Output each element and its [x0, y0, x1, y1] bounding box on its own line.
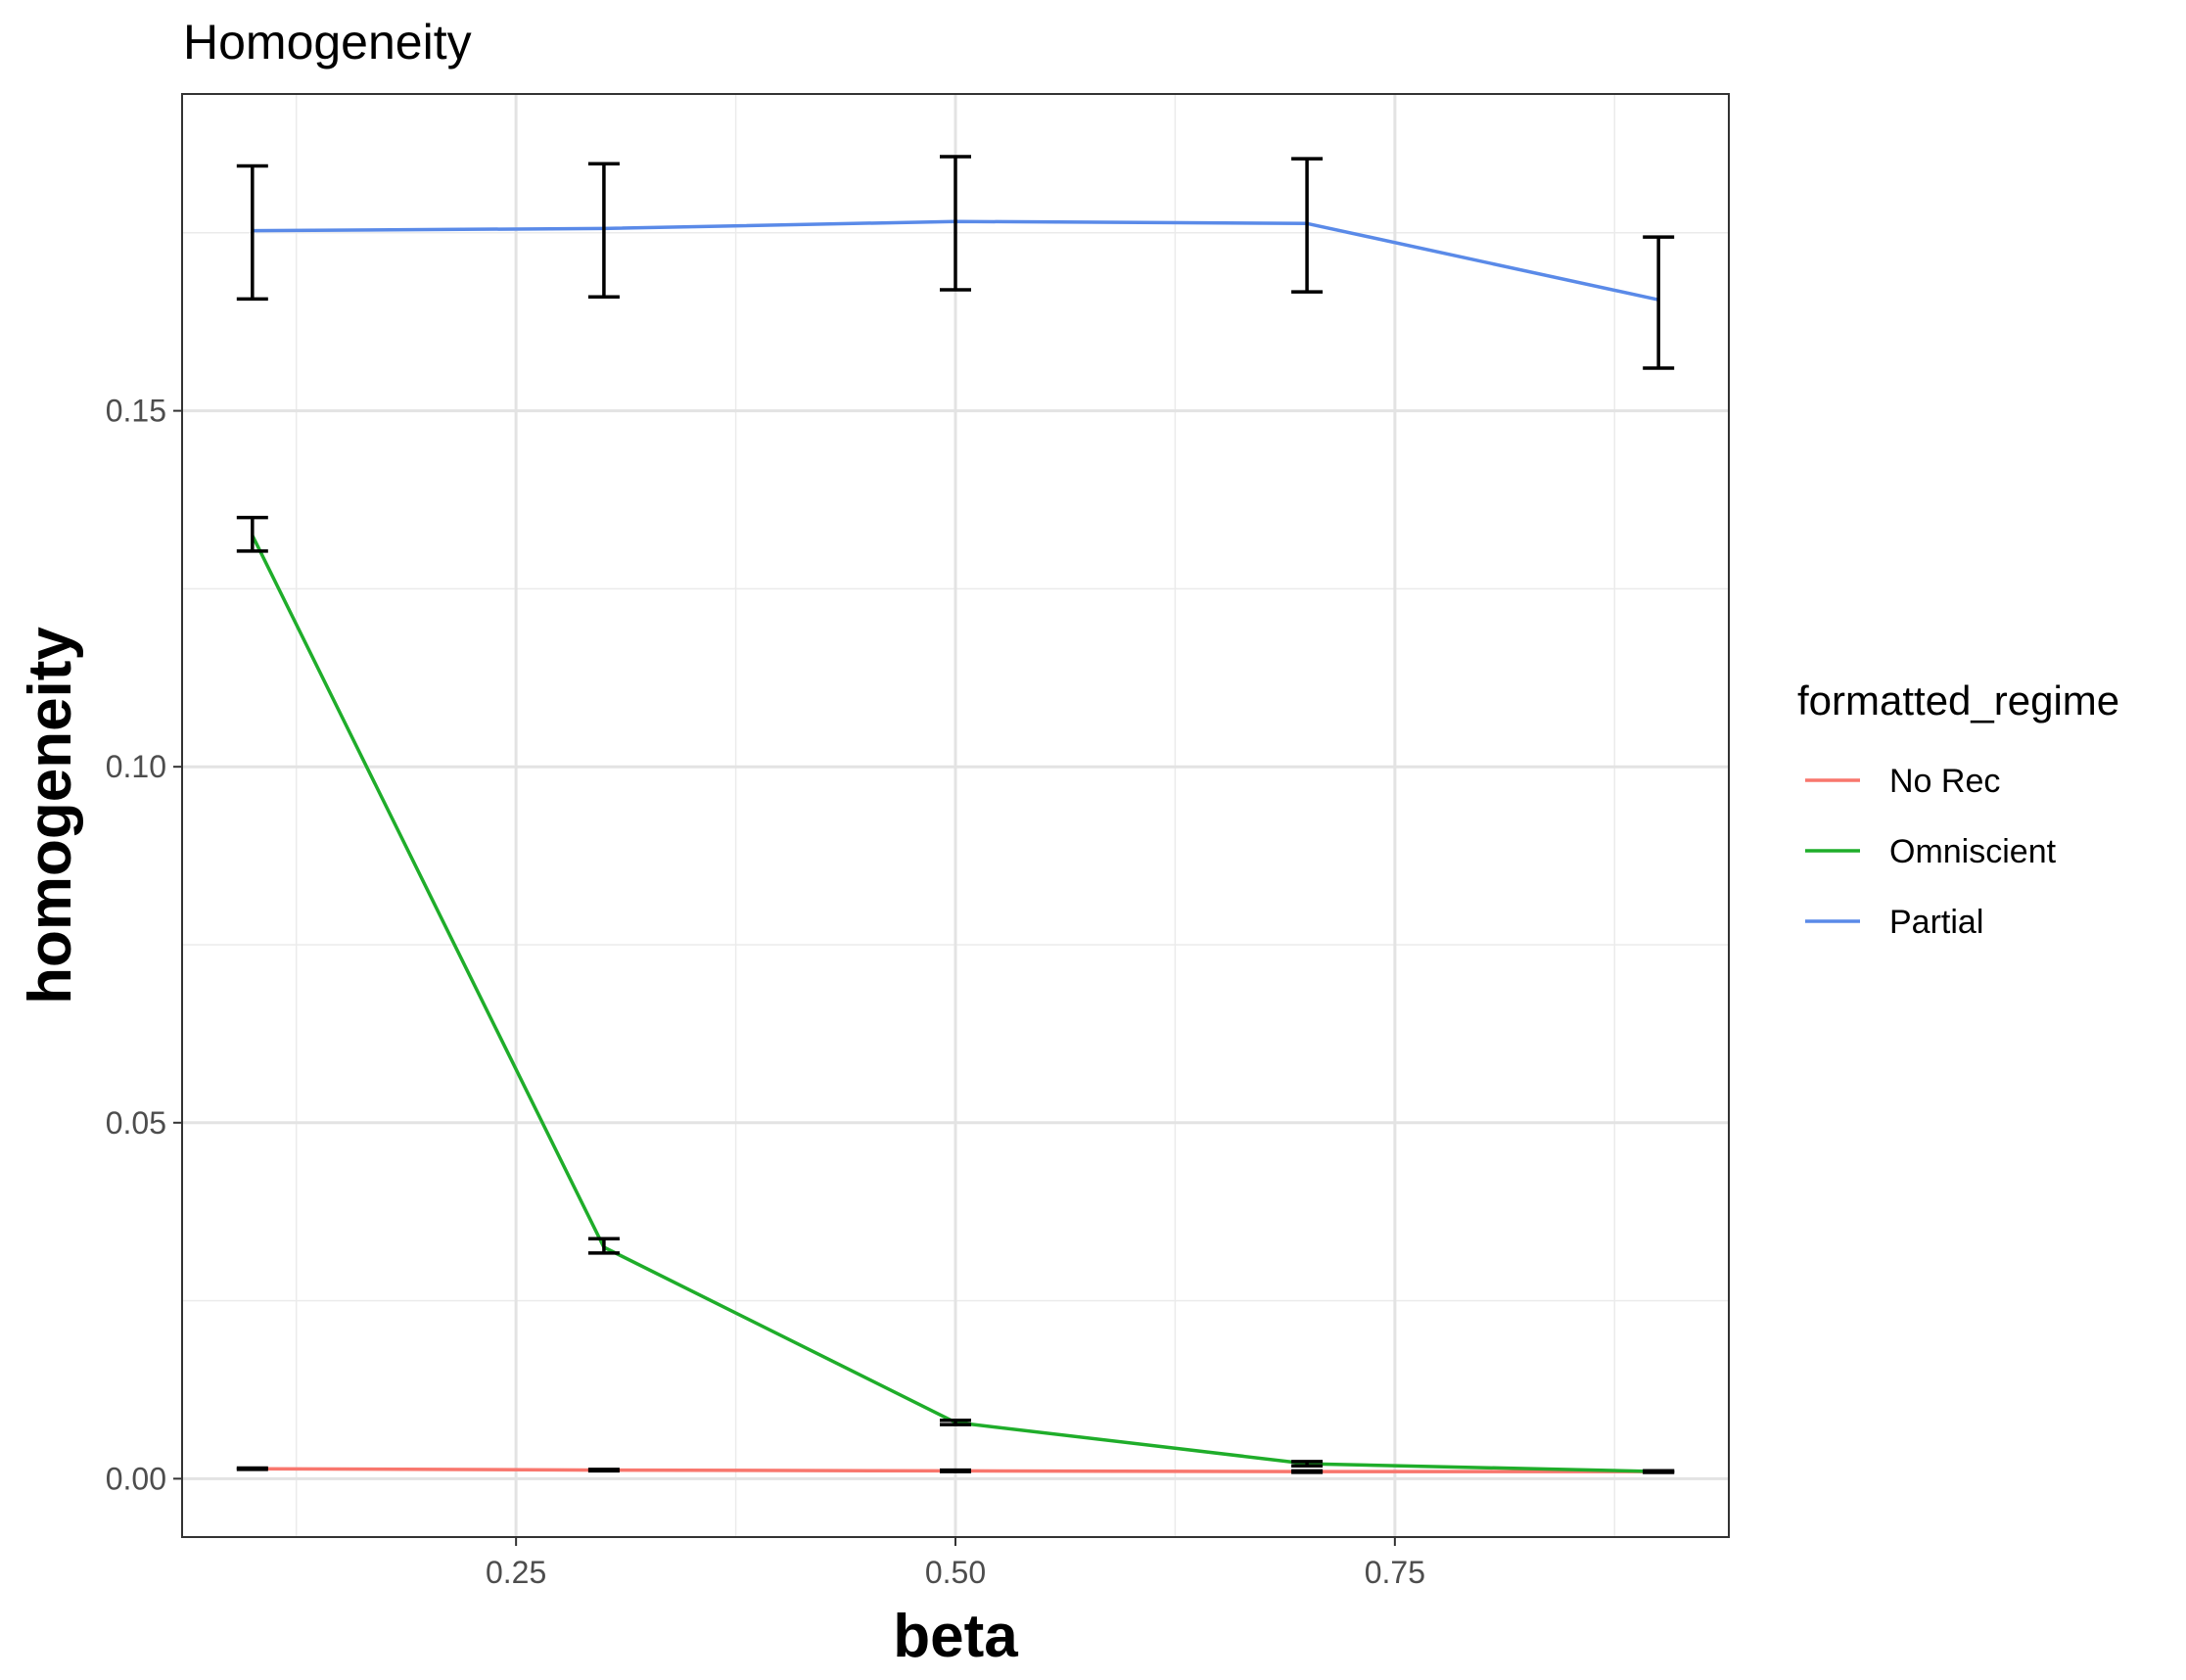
errorbar-no-rec [1291, 1469, 1324, 1474]
errorbar-partial [1643, 235, 1675, 370]
legend-label: Partial [1889, 904, 1983, 941]
errorbar-no-rec [940, 1468, 971, 1473]
errorbar-partial [940, 155, 971, 292]
legend-item-partial: Partial [1805, 904, 1983, 941]
y-axis-title: homogeneity [17, 627, 84, 1004]
errorbar-partial [1291, 157, 1324, 294]
y-tick-label: 0.00 [106, 1461, 166, 1496]
y-tick-label: 0.15 [106, 394, 166, 429]
legend-items: No Rec Omniscient Partial [1805, 763, 2057, 941]
errorbar-no-rec [236, 1466, 268, 1471]
legend-item-omniscient: Omniscient [1805, 833, 2057, 870]
errorbar-partial [236, 163, 268, 302]
errorbar-omniscient [1643, 1469, 1675, 1474]
y-axis-ticks: 0.00 0.05 0.10 0.15 [106, 394, 182, 1496]
error-bars [236, 155, 1675, 1474]
errorbar-omniscient [940, 1418, 971, 1426]
legend-label: Omniscient [1889, 833, 2057, 870]
errorbar-omniscient [236, 515, 268, 553]
legend-title: formatted_regime [1797, 677, 2119, 723]
plot-panel [181, 93, 1730, 1538]
x-tick-label: 0.75 [1365, 1555, 1425, 1590]
x-tick-label: 0.50 [925, 1555, 986, 1590]
errorbar-omniscient [587, 1237, 620, 1255]
x-axis-title: beta [893, 1603, 1018, 1670]
legend-label: No Rec [1889, 763, 2000, 800]
legend: formatted_regime No Rec Omniscient Partial [1797, 677, 2119, 941]
errorbar-omniscient [1291, 1460, 1324, 1469]
x-tick-label: 0.25 [486, 1555, 546, 1590]
y-tick-label: 0.10 [106, 749, 166, 784]
chart-title: Homogeneity [183, 15, 472, 70]
errorbar-partial [587, 162, 620, 299]
y-tick-label: 0.05 [106, 1105, 166, 1141]
legend-item-no-rec: No Rec [1805, 763, 2000, 800]
grid-major [182, 94, 1729, 1537]
x-axis-ticks: 0.25 0.50 0.75 [486, 1537, 1425, 1590]
